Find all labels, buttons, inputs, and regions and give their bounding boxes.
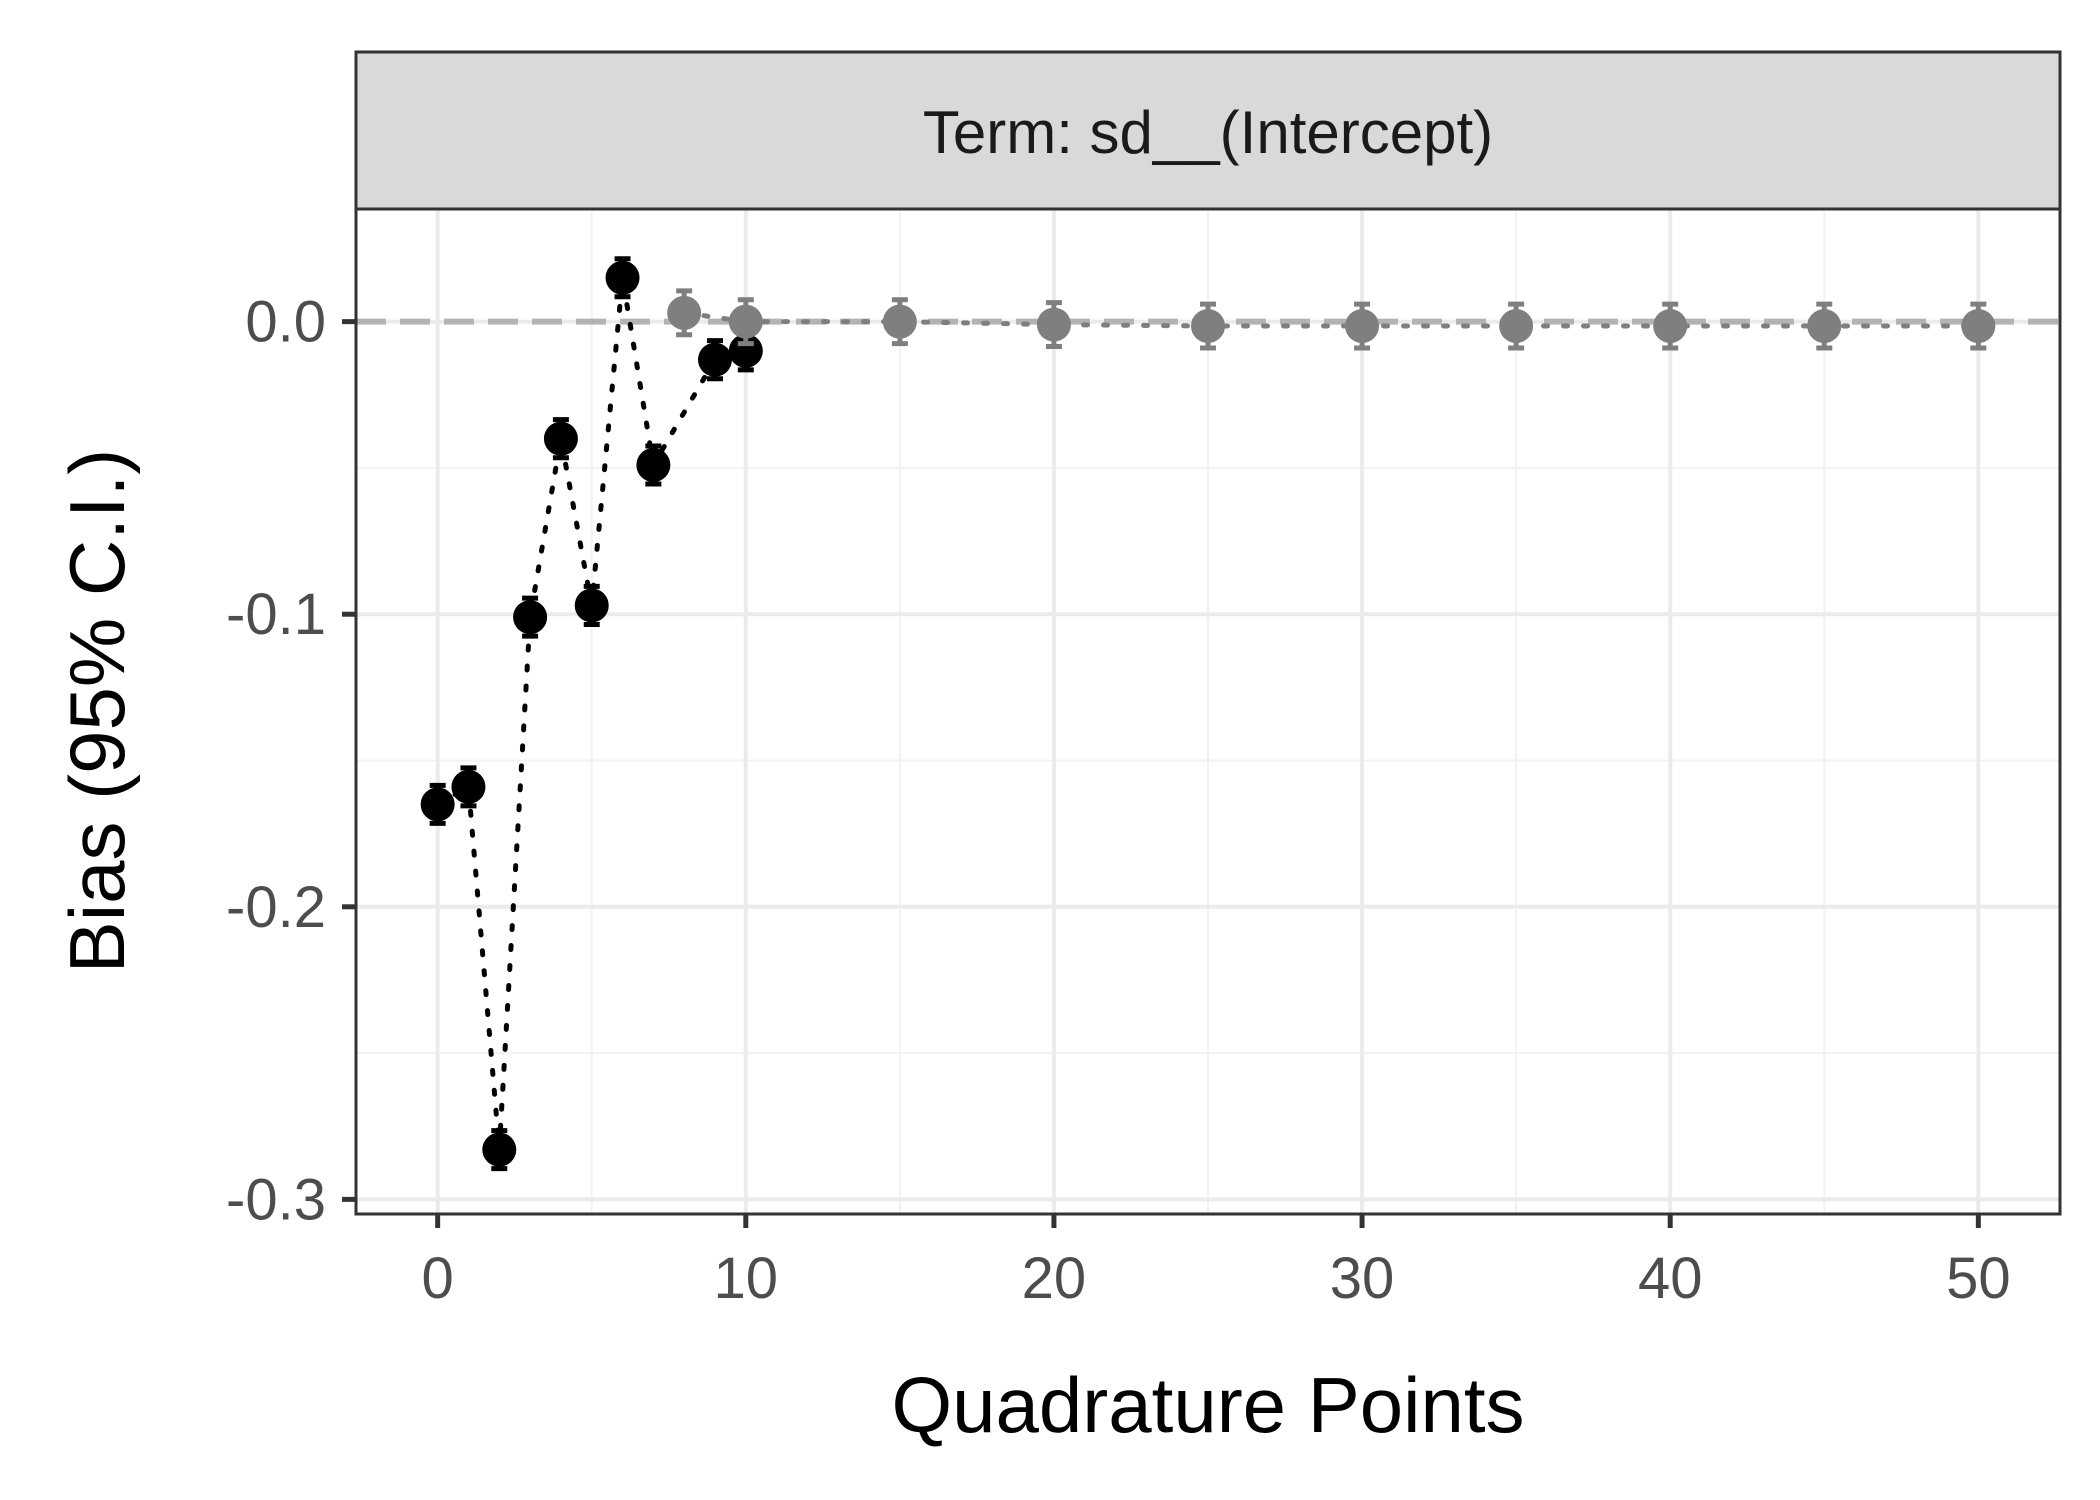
facet-label: Term: sd__(Intercept) <box>923 99 1493 166</box>
data-point <box>513 600 548 635</box>
data-point <box>1499 309 1534 344</box>
x-tick-label: 50 <box>1946 1246 2011 1311</box>
series-1 <box>420 256 763 1172</box>
data-point <box>667 295 702 330</box>
x-axis: 0 10 20 30 40 50 <box>422 1214 2011 1311</box>
data-point <box>1191 309 1225 344</box>
y-tick-label: -0.2 <box>226 875 326 940</box>
data-point <box>636 448 671 483</box>
facet-strip <box>354 50 2062 211</box>
x-tick-label: 10 <box>714 1246 779 1311</box>
x-tick-label: 40 <box>1638 1246 1703 1311</box>
data-point <box>1345 309 1380 344</box>
y-tick-label: -0.1 <box>226 582 326 647</box>
plot-panel-border <box>354 207 2062 1216</box>
data-point <box>543 421 578 456</box>
data-point <box>1961 309 1996 344</box>
x-axis-title: Quadrature Points <box>891 1361 1524 1449</box>
data-point <box>605 260 640 295</box>
series-line <box>681 310 1981 329</box>
y-axis-title: Bias (95% C.I.) <box>53 449 141 973</box>
x-tick-label: 20 <box>1022 1246 1087 1311</box>
series-2 <box>667 288 1996 351</box>
y-tick-label: -0.3 <box>226 1167 326 1232</box>
data-point <box>482 1132 517 1167</box>
data-point <box>882 304 917 339</box>
x-tick-label: 30 <box>1330 1246 1395 1311</box>
data-point <box>1036 307 1071 342</box>
data-point <box>728 304 763 339</box>
data-point <box>1653 309 1688 344</box>
data-point <box>1807 309 1842 344</box>
data-point <box>574 588 609 623</box>
x-tick-label: 0 <box>422 1246 454 1311</box>
y-axis: 0.0 -0.1 -0.2 -0.3 <box>226 290 356 1232</box>
y-tick-label: 0.0 <box>245 290 326 355</box>
series-layer <box>420 256 1996 1172</box>
data-point <box>728 333 763 368</box>
data-point <box>697 342 732 377</box>
series-line <box>435 277 749 1150</box>
data-point <box>451 769 486 804</box>
data-point <box>420 787 455 822</box>
